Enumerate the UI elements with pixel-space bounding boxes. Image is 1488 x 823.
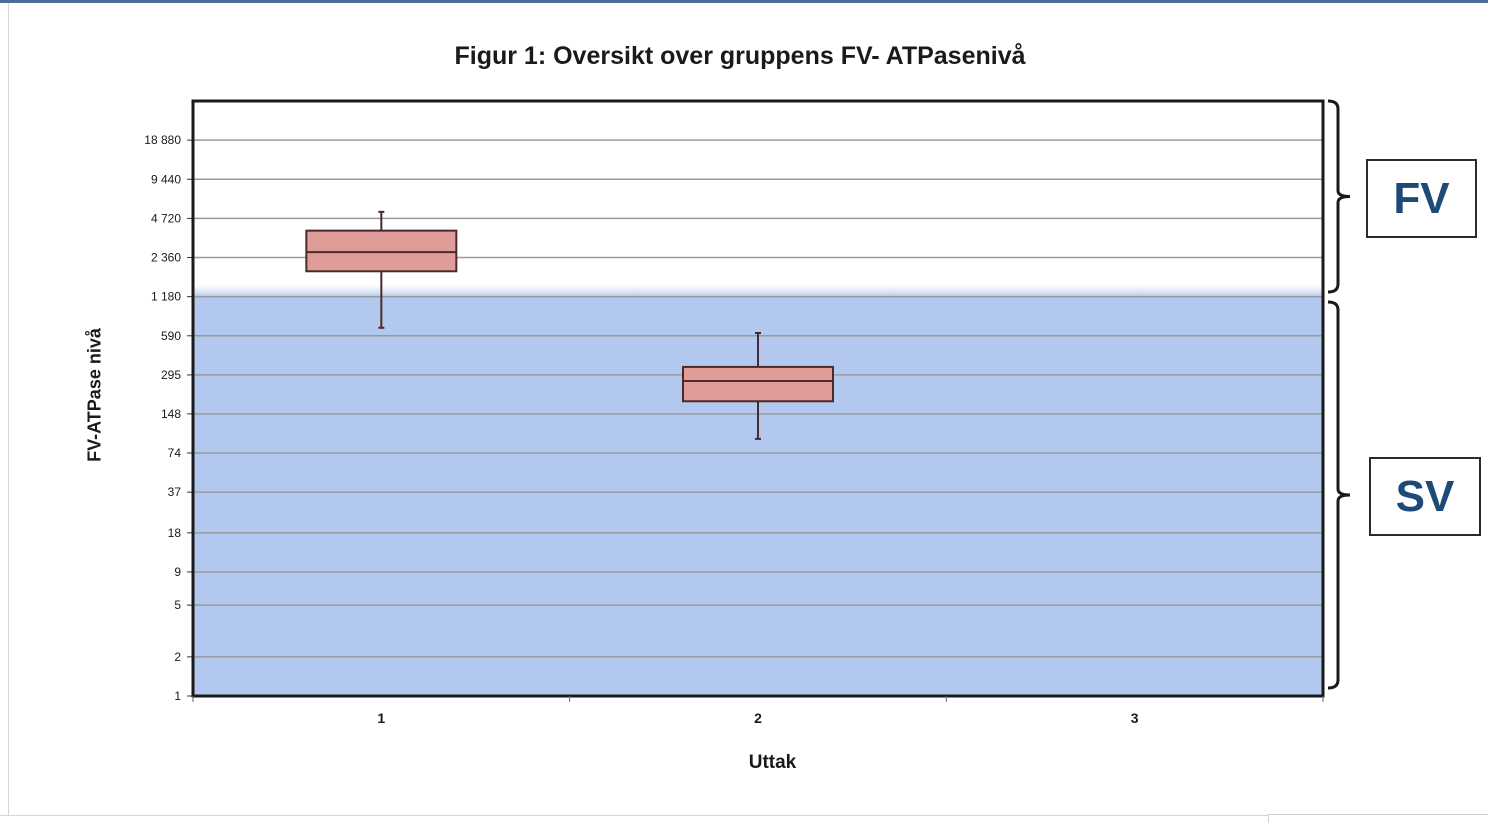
y-tick-label: 590 bbox=[161, 329, 181, 343]
y-tick-label: 2 360 bbox=[151, 251, 181, 265]
y-tick-label: 18 880 bbox=[144, 133, 181, 147]
box-plot-1 bbox=[305, 210, 458, 329]
y-tick-label: 9 bbox=[174, 565, 181, 579]
window-top-border bbox=[0, 0, 1488, 3]
y-tick-label: 1 bbox=[174, 689, 181, 703]
x-tick-label: 3 bbox=[1131, 710, 1139, 726]
sv-zone-label: SV bbox=[1369, 457, 1481, 536]
x-tick-label: 2 bbox=[754, 710, 762, 726]
corner-panel bbox=[1268, 814, 1488, 823]
y-tick-label: 295 bbox=[161, 368, 181, 382]
window-left-border bbox=[8, 3, 9, 815]
y-tick-label: 1 180 bbox=[151, 290, 181, 304]
y-tick-label: 4 720 bbox=[151, 211, 181, 225]
x-axis-label: Uttak bbox=[748, 752, 797, 773]
sv-zone-brace bbox=[1327, 300, 1351, 690]
y-tick-label: 2 bbox=[174, 650, 181, 664]
fv-zone-label: FV bbox=[1366, 159, 1477, 238]
y-tick-label: 148 bbox=[161, 407, 181, 421]
plot-frame bbox=[191, 99, 1325, 698]
fv-zone-brace bbox=[1327, 99, 1351, 294]
y-tick-label: 9 440 bbox=[151, 172, 181, 186]
y-tick-label: 74 bbox=[168, 446, 182, 460]
iqr-box bbox=[682, 365, 834, 403]
y-tick-label: 37 bbox=[168, 485, 182, 499]
window-bottom-border bbox=[0, 815, 1488, 816]
box-plot-2 bbox=[682, 331, 834, 440]
y-tick-label: 18 bbox=[168, 526, 182, 540]
iqr-box bbox=[305, 229, 458, 273]
chart-title: Figur 1: Oversikt over gruppens FV- ATPa… bbox=[454, 42, 1026, 70]
y-tick-label: 5 bbox=[174, 598, 181, 612]
x-tick-label: 1 bbox=[377, 710, 385, 726]
